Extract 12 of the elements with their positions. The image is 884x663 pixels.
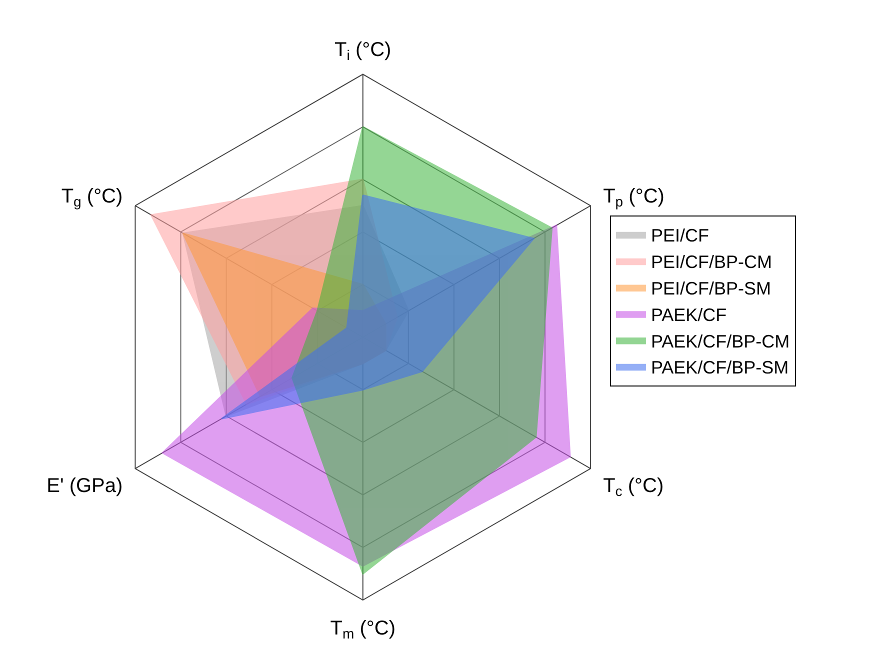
- spoke-label: E' (GPa): [46, 474, 123, 497]
- spoke-label: T$_{p}$ (°C): [603, 186, 664, 210]
- spoke-label: T$_{m}$ (°C): [330, 618, 396, 642]
- spoke-label: T$_{c}$ (°C): [603, 474, 664, 500]
- legend-label: PEI/CF/BP-SM: [650, 278, 771, 298]
- legend-label: PAEK/CF/BP-SM: [650, 358, 789, 378]
- spoke-label: T$_{g}$ (°C): [61, 186, 123, 210]
- legend-label: PAEK/CF: [650, 304, 727, 325]
- legend-label: PEI/CF/BP-CM: [650, 252, 772, 272]
- legend-label: PAEK/CF/BP-CM: [650, 331, 790, 352]
- spoke-label: T$_{i}$ (°C): [334, 38, 392, 63]
- legend-label: PEI/CF: [650, 226, 709, 246]
